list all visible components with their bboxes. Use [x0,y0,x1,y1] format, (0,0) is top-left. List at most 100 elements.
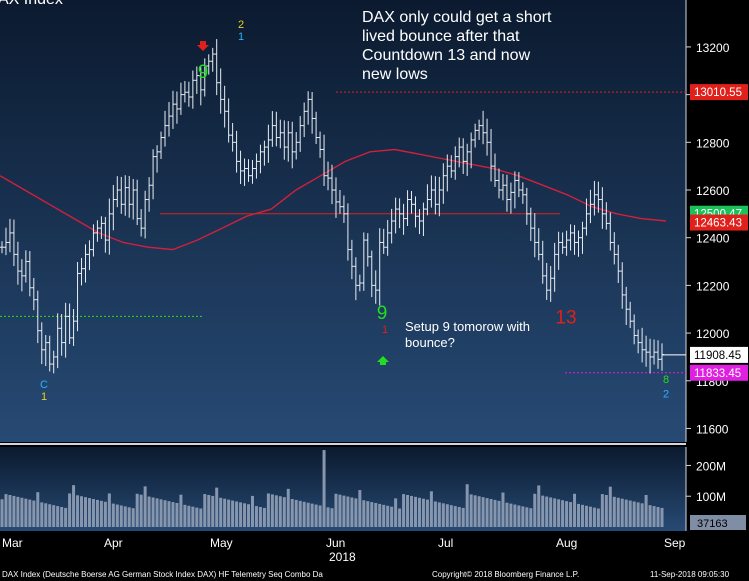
volume-bar [406,495,410,527]
volume-bar [139,494,143,527]
count-label: 1 [41,391,47,403]
volume-bar [358,490,362,527]
volume-bar [8,495,12,527]
volume-bar [584,505,588,527]
price-tag-label: 12463.43 [694,218,742,230]
volume-bar [429,491,433,527]
volume-bar [235,501,239,527]
volume-bar [469,494,473,527]
volume-bar [398,508,402,527]
volume-bar [600,494,604,527]
volume-bar [36,492,40,527]
volume-bar [195,507,199,527]
count-label: 1 [238,31,244,43]
volume-bar [533,493,537,527]
footer-right: 11-Sep-2018 09:05:30 [650,570,730,579]
annotation-line-2: lived bounce after that [362,28,520,45]
volume-bar [163,500,167,527]
volume-bar [378,503,382,527]
volume-bar [183,504,187,527]
volume-bar [290,499,294,527]
volume-bar [648,505,652,527]
volume-bar [553,498,557,527]
volume-bar [334,493,338,527]
volume-tag-label: 37163 [697,518,728,530]
volume-bar [338,494,342,527]
price-tag [690,214,748,231]
volume-bar [505,502,509,527]
annotation-setup-note: Setup 9 tomorow with bounce? [405,319,530,350]
volume-bar [254,506,258,527]
volume-bar [40,502,44,527]
volume-bar [115,504,119,527]
volume-bar [227,499,231,527]
volume-bar [262,507,266,527]
volume-bar [596,508,600,527]
volume-bar [147,496,151,527]
volume-bar [302,501,306,527]
volume-bar [366,501,370,527]
count-label: C [40,379,48,391]
annotation-line-4: new lows [362,66,428,83]
volume-bar [390,506,394,527]
volume-bar [656,507,660,527]
volume-tick-label: 100M [696,490,726,504]
volume-bar [310,503,314,527]
volume-bar [243,503,247,527]
price-panel-background [0,0,686,442]
y-tick-label: 12400 [696,232,730,246]
volume-bar [640,503,644,527]
volume-bar [298,500,302,527]
volume-bar [20,497,24,527]
volume-bar [485,498,489,527]
volume-bar [52,505,56,527]
volume-bar [549,497,553,527]
volume-bar [513,504,517,527]
volume-bar [346,496,350,527]
volume-bar [445,504,449,527]
volume-bar [274,495,278,527]
volume-bar [211,495,215,527]
volume-bar [417,497,421,527]
volume-bar [179,494,183,527]
volume-bar [143,486,147,527]
volume-bar [592,507,596,527]
volume-bar [306,502,310,527]
volume-bar [620,498,624,527]
price-tag-label: 13010.55 [694,87,742,99]
volume-bar [44,503,48,527]
volume-bar [326,507,330,527]
moving-average [0,148,667,251]
volume-bar [394,498,398,527]
volume-bar [135,493,139,527]
volume-bar [24,498,28,527]
x-label-mar: Mar [2,536,23,550]
annotation-dax-note: DAX only could get a short lived bounce … [362,9,552,83]
volume-bar [569,502,573,527]
price-tag [690,364,748,381]
volume-bar [199,508,203,527]
price-tag-label: 11833.45 [694,368,741,380]
volume-tick-label: 200M [696,459,726,473]
x-axis: Mar Apr May Jun Jul Aug Sep 2018 [2,536,686,564]
volume-bar [497,500,501,527]
volume-bar [644,495,648,527]
volume-bar [612,496,616,527]
volume-bar [557,499,561,527]
setup-line-2: bounce? [405,335,455,350]
volume-bar [247,504,251,527]
volume-bar [660,507,664,527]
volume-bar [322,450,326,527]
count-label: 9 [198,62,209,83]
volume-bar [48,504,52,527]
volume-bar [477,496,481,527]
volume-bars: 200M 100M 37163 [0,450,746,530]
volume-bar [529,508,533,527]
y-tick-label: 13200 [696,41,730,55]
volume-bar [12,495,16,527]
volume-tag [690,515,746,530]
price-tag [690,346,748,363]
y-tick-label: 12800 [696,136,730,150]
volume-bar [565,501,569,527]
